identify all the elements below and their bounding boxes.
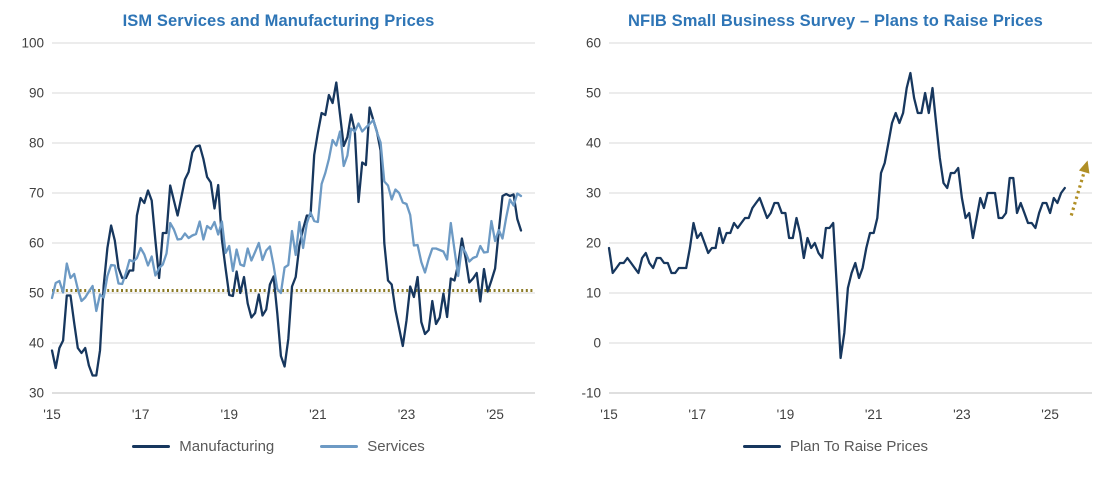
svg-text:0: 0 <box>593 336 601 351</box>
legend-item-manufacturing: Manufacturing <box>132 438 274 455</box>
svg-text:'25: '25 <box>1041 407 1059 422</box>
nfib-panel: NFIB Small Business Survey – Plans to Ra… <box>563 4 1108 463</box>
ism-legend: Manufacturing Services <box>6 429 551 463</box>
svg-text:60: 60 <box>586 36 601 51</box>
services-line-swatch <box>320 444 359 448</box>
svg-text:'25: '25 <box>486 407 504 422</box>
manufacturing-line-swatch <box>132 444 171 448</box>
svg-text:60: 60 <box>29 236 44 251</box>
services-legend-label: Services <box>367 437 425 455</box>
ism-chart-title: ISM Services and Manufacturing Prices <box>122 12 435 30</box>
nfib-legend: Plan To Raise Prices <box>563 429 1108 463</box>
svg-text:90: 90 <box>29 86 44 101</box>
svg-text:70: 70 <box>29 186 44 201</box>
svg-text:'23: '23 <box>953 407 971 422</box>
svg-text:'19: '19 <box>777 407 795 422</box>
ism-prices-panel: ISM Services and Manufacturing Prices 30… <box>6 4 551 463</box>
svg-text:'19: '19 <box>220 407 238 422</box>
manufacturing-legend-label: Manufacturing <box>179 437 275 455</box>
ism-prices-chart: 30 40 50 60 70 80 90 100 '15 '17 '19 '21 '23 '25 <box>21 36 535 422</box>
plan-to-raise-prices-legend-label: Plan To Raise Prices <box>789 437 929 455</box>
svg-text:50: 50 <box>29 286 44 301</box>
svg-text:40: 40 <box>29 336 44 351</box>
svg-text:'15: '15 <box>43 407 61 422</box>
legend-item-services: Services <box>320 438 425 455</box>
svg-text:80: 80 <box>29 136 44 151</box>
nfib-chart: -10 0 10 20 30 40 50 60 '15 '17 '19 '21 '23 '25 <box>581 36 1092 422</box>
svg-text:'21: '21 <box>865 407 883 422</box>
plan-to-raise-prices-line-swatch <box>742 444 781 448</box>
nfib-chart-title: NFIB Small Business Survey – Plans to Ra… <box>628 12 1043 30</box>
svg-text:-10: -10 <box>581 386 601 401</box>
svg-text:30: 30 <box>29 386 44 401</box>
svg-text:'21: '21 <box>309 407 327 422</box>
svg-text:20: 20 <box>586 236 601 251</box>
svg-text:'15: '15 <box>600 407 618 422</box>
svg-text:'17: '17 <box>688 407 706 422</box>
svg-text:'23: '23 <box>398 407 416 422</box>
dual-chart-page: ISM Services and Manufacturing Prices 30… <box>6 4 1108 463</box>
legend-item-plan-to-raise-prices: Plan To Raise Prices <box>742 437 929 455</box>
svg-text:'17: '17 <box>132 407 150 422</box>
svg-text:30: 30 <box>586 186 601 201</box>
svg-text:10: 10 <box>586 286 601 301</box>
svg-text:100: 100 <box>21 36 44 51</box>
svg-text:50: 50 <box>586 86 601 101</box>
svg-text:40: 40 <box>586 136 601 151</box>
